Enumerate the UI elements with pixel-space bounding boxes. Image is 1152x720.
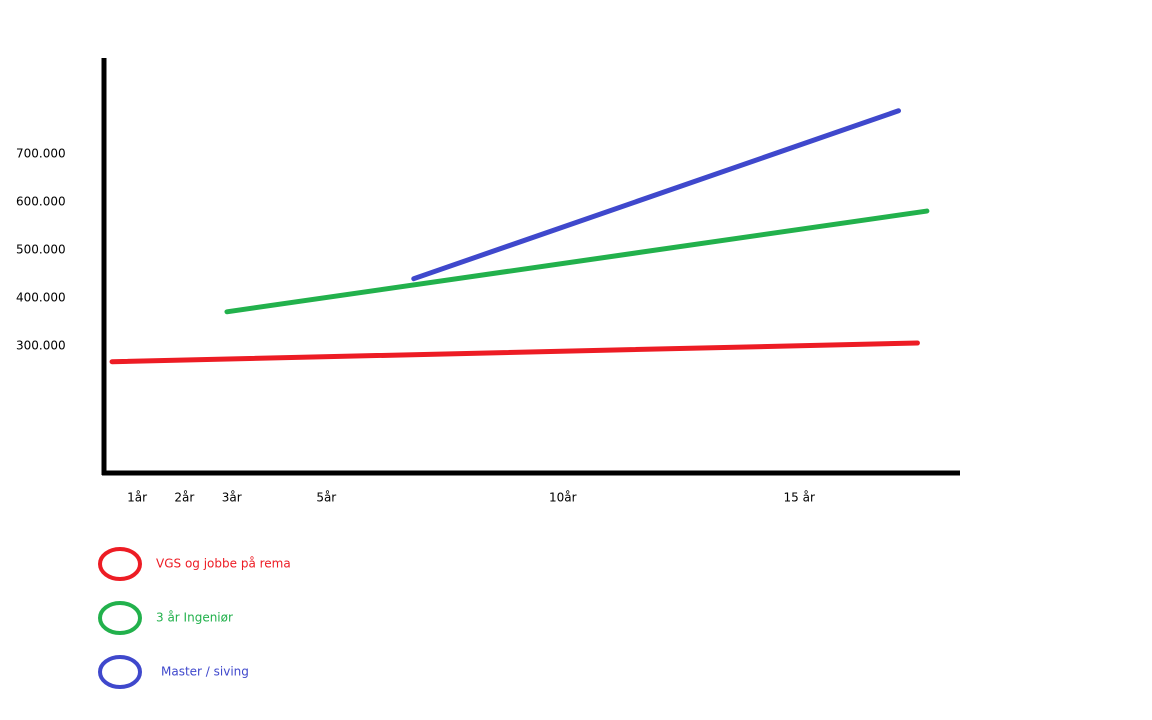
y-tick-label: 600.000 — [16, 194, 66, 208]
x-tick-label: 5år — [316, 491, 336, 505]
y-tick-label: 700.000 — [16, 146, 66, 160]
line — [224, 208, 930, 315]
x-tick-label: 10år — [549, 491, 577, 505]
x-tick-label: 1år — [127, 491, 147, 505]
legend-label: 3 år Ingeniør — [156, 611, 233, 625]
x-tick-label: 15 år — [784, 491, 815, 505]
x-tick-label: 2år — [174, 491, 194, 505]
y-tick-label: 500.000 — [16, 242, 66, 256]
y-tick-label: 400.000 — [16, 290, 66, 304]
x-tick-label: 3år — [222, 491, 242, 505]
legend-marker — [98, 547, 142, 581]
legend-marker — [98, 655, 142, 689]
y-tick-label: 300.000 — [16, 338, 66, 352]
line — [109, 340, 920, 365]
legend-label: Master / siving — [161, 665, 249, 679]
line — [411, 108, 902, 282]
legend-label: VGS og jobbe på rema — [156, 557, 291, 571]
legend-marker — [98, 601, 142, 635]
